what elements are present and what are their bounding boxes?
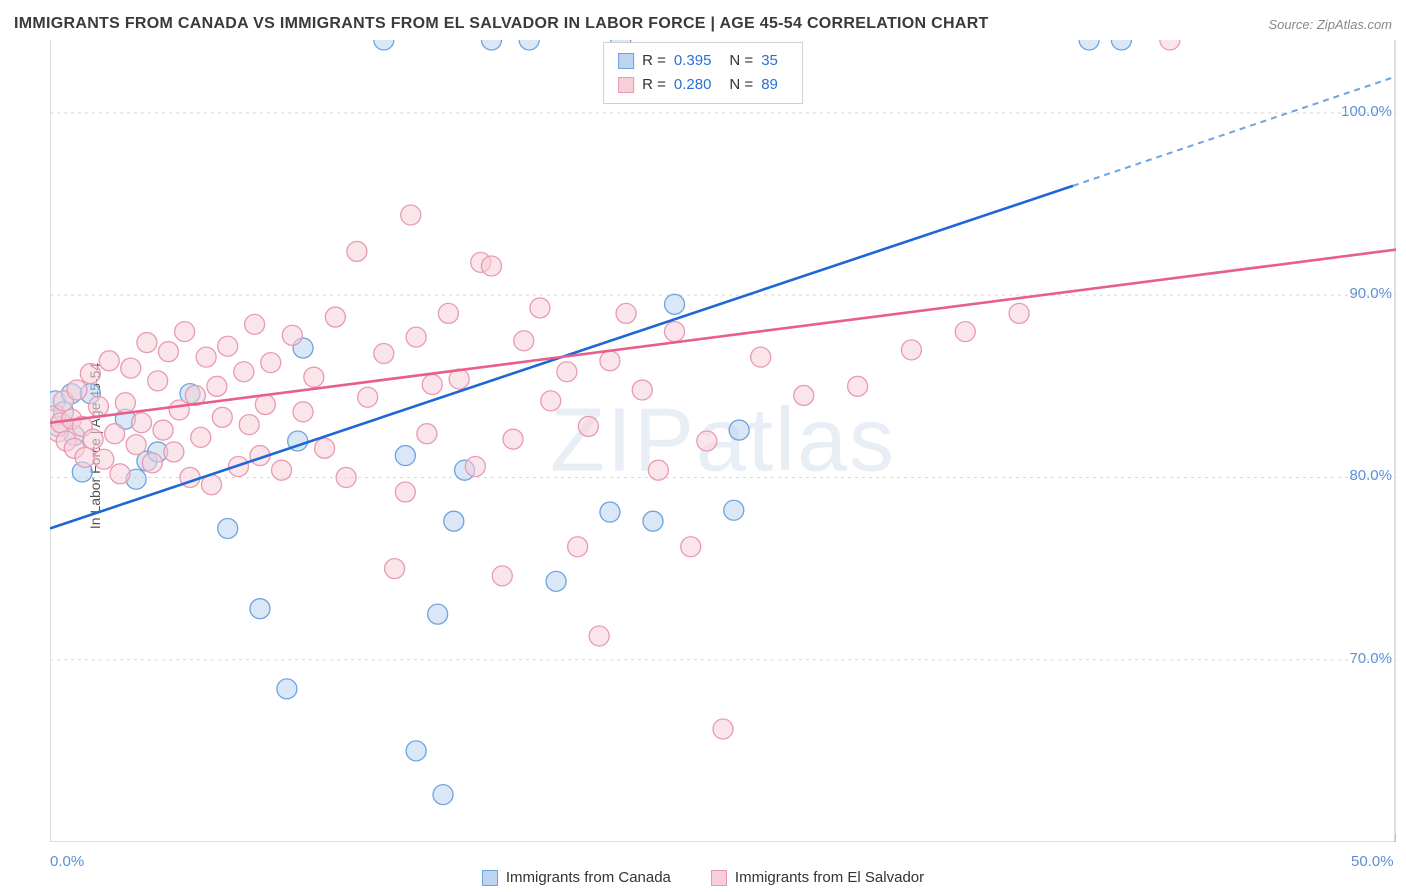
legend-swatch-elsalvador (711, 870, 727, 886)
bottom-legend: Immigrants from Canada Immigrants from E… (0, 869, 1406, 886)
stats-row-elsalvador: R = 0.280 N = 89 (618, 73, 788, 97)
n-label: N = (729, 73, 753, 97)
legend-item-elsalvador: Immigrants from El Salvador (711, 869, 924, 886)
swatch-canada (618, 53, 634, 69)
chart-header: IMMIGRANTS FROM CANADA VS IMMIGRANTS FRO… (0, 0, 1406, 40)
stats-row-canada: R = 0.395 N = 35 (618, 49, 788, 73)
chart-title: IMMIGRANTS FROM CANADA VS IMMIGRANTS FRO… (14, 15, 989, 33)
n-label: N = (729, 49, 753, 73)
swatch-elsalvador (618, 77, 634, 93)
source-attribution: Source: ZipAtlas.com (1268, 17, 1392, 32)
x-tick-label: 0.0% (50, 853, 84, 870)
n-value-canada: 35 (761, 49, 778, 73)
x-tick-label: 50.0% (1351, 853, 1394, 870)
correlation-stats-box: R = 0.395 N = 35 R = 0.280 N = 89 (603, 42, 803, 104)
r-value-canada: 0.395 (674, 49, 712, 73)
r-label: R = (642, 49, 666, 73)
chart-plot-area: ZIPatlas 70.0%80.0%90.0%100.0%0.0%50.0% (50, 40, 1396, 842)
scatter-plot-svg (50, 40, 1396, 842)
legend-label-elsalvador: Immigrants from El Salvador (735, 869, 924, 886)
n-value-elsalvador: 89 (761, 73, 778, 97)
legend-label-canada: Immigrants from Canada (506, 869, 671, 886)
legend-item-canada: Immigrants from Canada (482, 869, 671, 886)
r-value-elsalvador: 0.280 (674, 73, 712, 97)
legend-swatch-canada (482, 870, 498, 886)
r-label: R = (642, 73, 666, 97)
